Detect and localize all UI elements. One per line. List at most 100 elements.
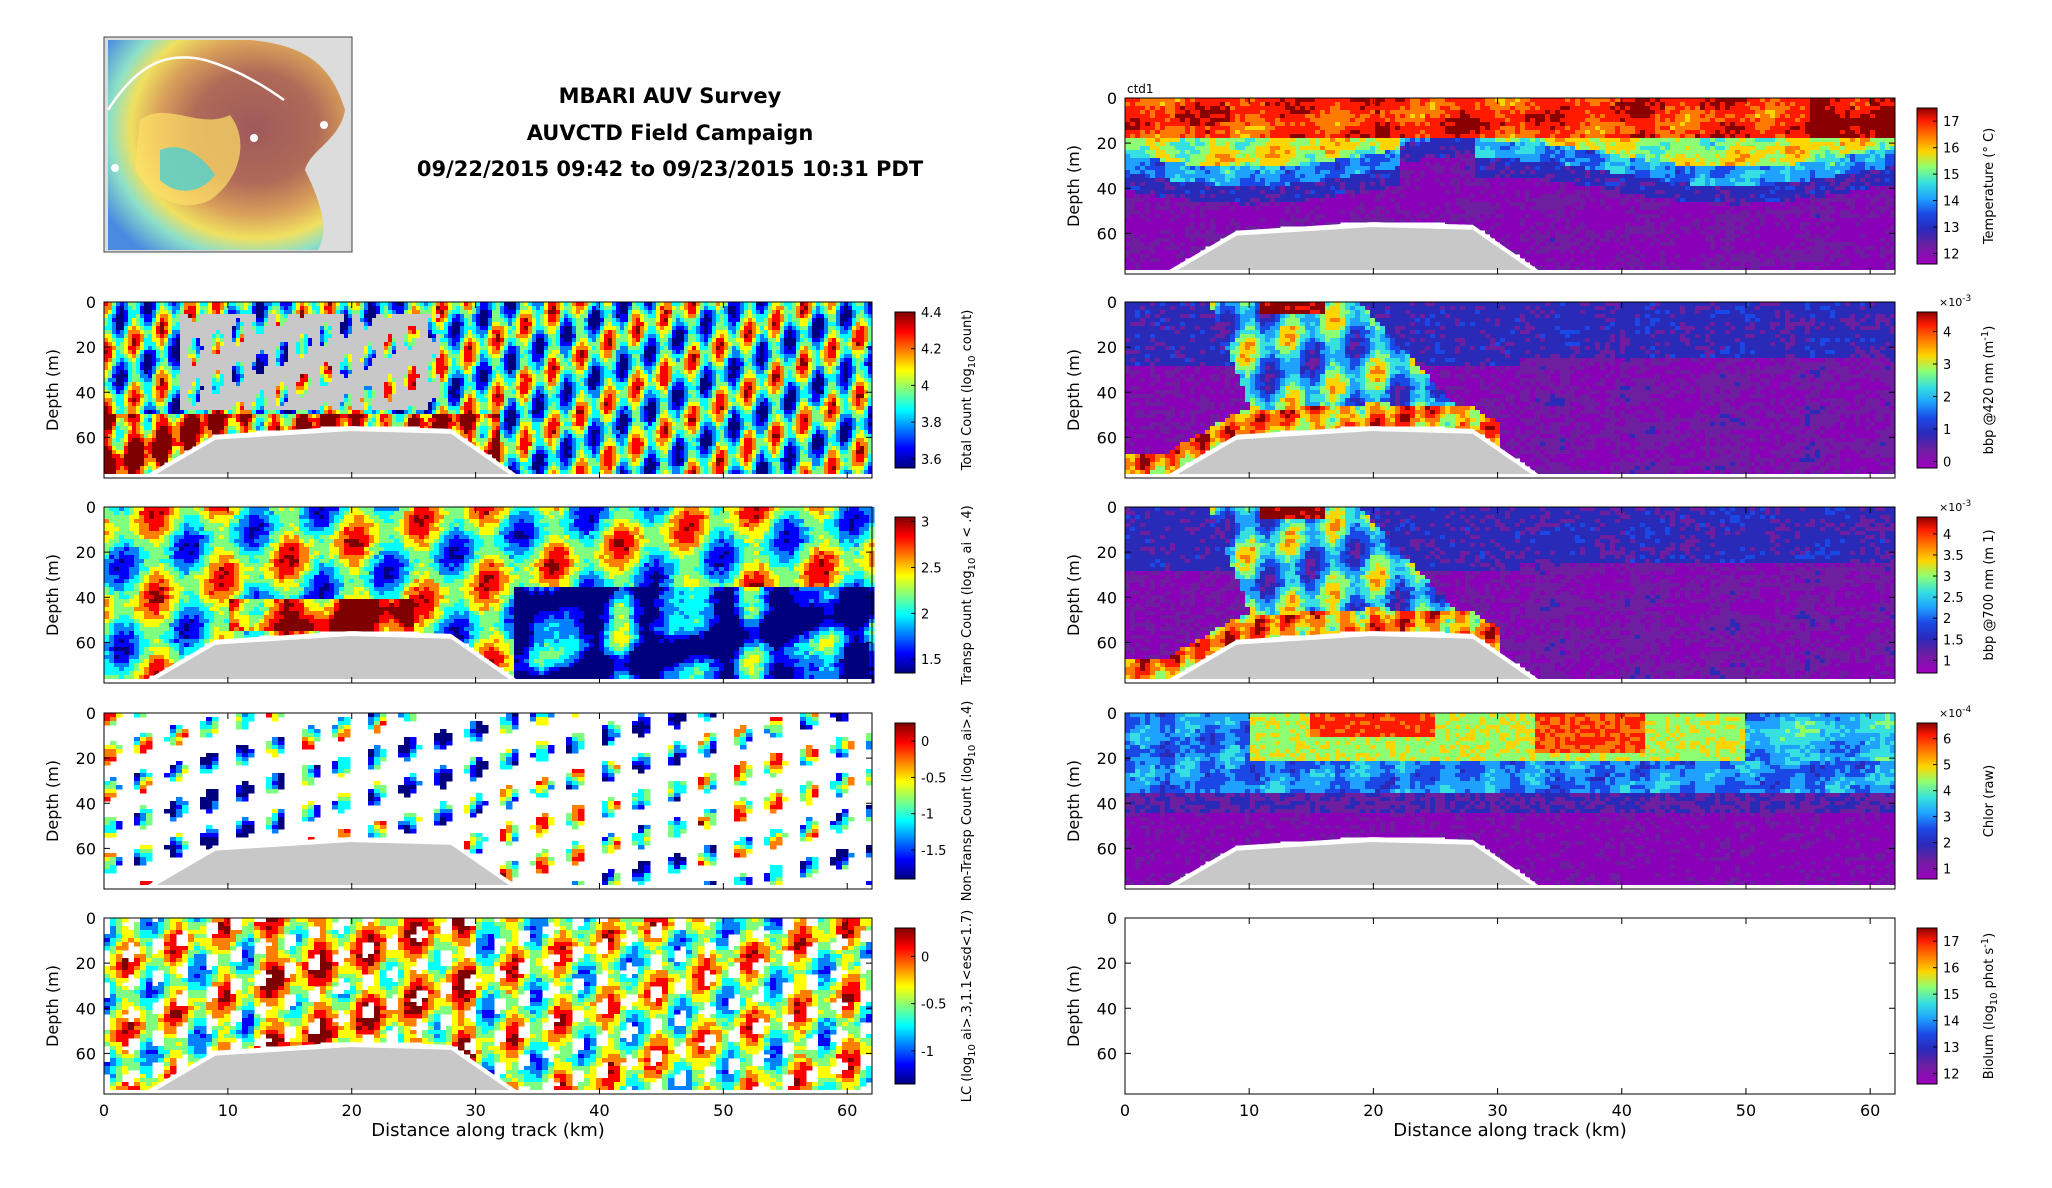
heat-cell [252, 414, 257, 419]
heat-cell [120, 370, 125, 375]
heat-cell [232, 362, 236, 366]
heat-cell [168, 342, 173, 347]
heat-cell [328, 414, 333, 419]
heat-cell [388, 342, 393, 347]
heat-cell [300, 418, 305, 423]
heat-cell [288, 302, 293, 307]
heat-cell [380, 422, 385, 427]
heat-cell [112, 314, 117, 319]
heat-cell [288, 330, 292, 334]
heat-cell [400, 334, 404, 338]
heat-cell [128, 358, 133, 363]
heat-cell [240, 314, 244, 318]
heat-cell [156, 446, 161, 451]
heat-cell [376, 338, 380, 342]
heat-cell [176, 410, 181, 415]
heat-cell [372, 338, 376, 342]
heat-cell [416, 374, 421, 379]
heat-cell [416, 338, 420, 342]
heat-cell [376, 334, 380, 338]
heat-cell [356, 370, 360, 374]
heat-cell [316, 386, 320, 390]
heat-cell [464, 398, 469, 403]
heat-cell [160, 378, 165, 383]
heat-cell [448, 314, 453, 319]
heat-cell [392, 338, 397, 343]
heat-cell [192, 414, 197, 419]
heat-cell [448, 394, 453, 399]
heat-cell [420, 362, 424, 366]
heat-cell [232, 326, 237, 331]
heat-cell [248, 370, 252, 374]
heat-cell [460, 426, 465, 431]
heat-cell [172, 302, 177, 307]
heat-cell [148, 422, 153, 427]
heat-cell [452, 350, 457, 355]
heat-cell [152, 394, 157, 399]
heat-cell [372, 306, 377, 311]
heat-cell [184, 446, 189, 451]
heat-cell [152, 362, 157, 367]
heat-cell [384, 358, 388, 362]
heat-cell [460, 314, 465, 319]
heat-cell [220, 334, 225, 339]
heat-cell [264, 378, 268, 382]
heat-cell [288, 398, 292, 402]
heat-cell [192, 430, 197, 435]
heat-cell [456, 314, 461, 319]
heat-cell [368, 394, 373, 399]
heat-cell [144, 434, 149, 439]
heat-cell [196, 366, 200, 370]
heat-cell [404, 402, 408, 406]
heat-cell [180, 362, 184, 366]
heat-cell [276, 342, 280, 346]
heat-cell [380, 326, 384, 330]
heat-cell [108, 350, 113, 355]
heat-cell [216, 354, 220, 358]
heat-cell [460, 430, 465, 435]
heat-cell [328, 366, 333, 371]
heat-cell [312, 410, 317, 415]
heat-cell [468, 338, 473, 343]
heat-cell [180, 386, 184, 390]
heat-cell [348, 394, 353, 399]
heat-cell [320, 414, 325, 419]
heat-cell [260, 346, 264, 350]
heat-cell [148, 310, 153, 315]
heat-cell [448, 330, 453, 335]
heat-cell [368, 314, 373, 319]
heat-cell [324, 382, 329, 387]
heat-cell [120, 406, 125, 411]
heat-cell [248, 326, 252, 330]
heat-cell [300, 314, 305, 319]
heat-cell [244, 314, 248, 318]
heat-cell [304, 322, 308, 326]
heat-cell [232, 418, 237, 423]
heat-cell [244, 310, 249, 315]
heat-cell [340, 382, 344, 386]
heat-cell [348, 406, 353, 411]
heat-cell [148, 322, 153, 327]
heat-cell [276, 414, 281, 419]
heat-cell [288, 414, 293, 419]
heat-cell [196, 382, 201, 387]
heat-cell [180, 394, 184, 398]
heat-cell [204, 422, 209, 427]
heat-cell [120, 382, 125, 387]
heat-cell [224, 338, 228, 342]
heat-cell [276, 306, 281, 311]
heat-cell [236, 402, 241, 407]
heat-cell [180, 302, 185, 307]
heat-cell [144, 346, 149, 351]
heat-cell [108, 366, 113, 371]
heat-cell [148, 398, 153, 403]
heat-cell [332, 362, 336, 366]
heat-cell [272, 394, 276, 398]
heat-cell [160, 454, 165, 459]
heat-cell [432, 318, 437, 323]
heat-cell [264, 414, 269, 419]
heat-cell [196, 430, 201, 435]
heat-cell [324, 338, 329, 343]
heat-cell [376, 410, 381, 415]
heat-cell [412, 366, 417, 371]
